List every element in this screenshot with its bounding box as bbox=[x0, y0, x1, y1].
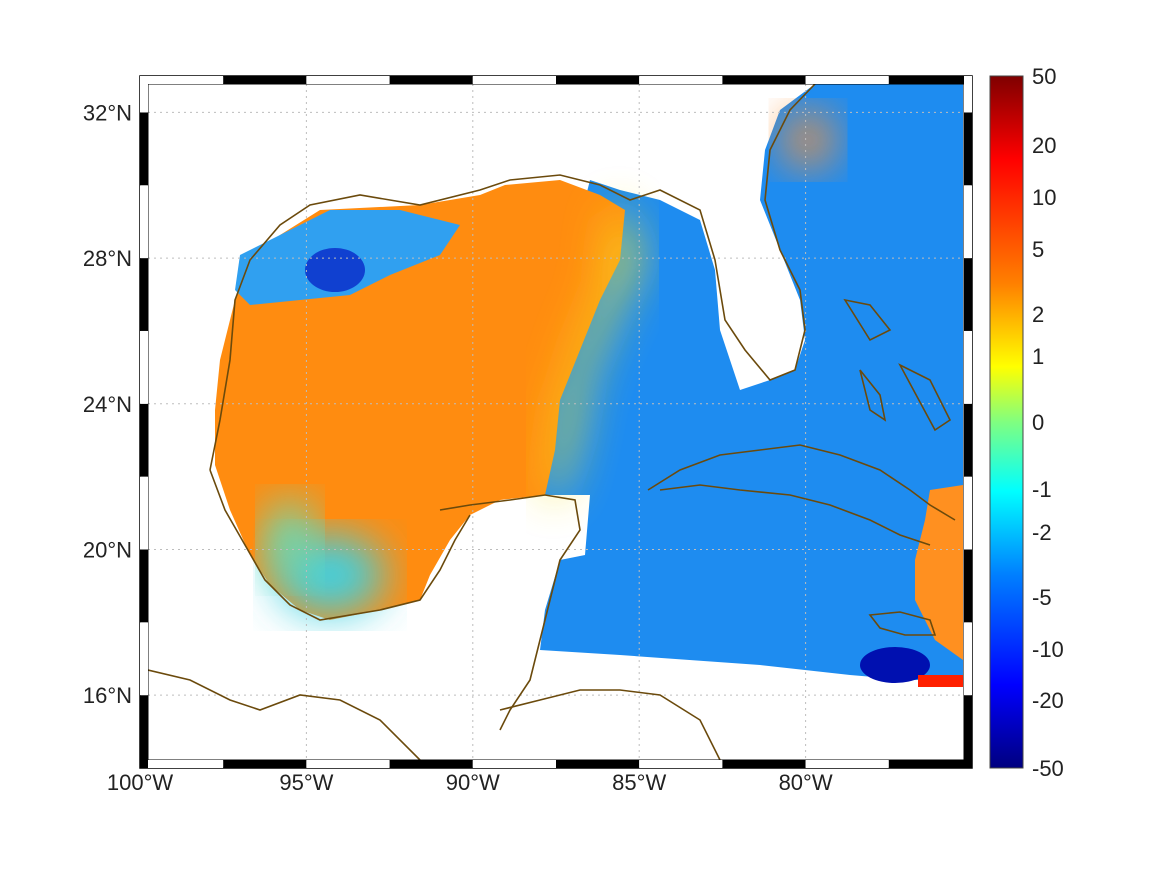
frame-segment bbox=[964, 476, 972, 550]
cuba-north-coast bbox=[647, 444, 956, 521]
frame-segment bbox=[805, 76, 889, 84]
caribbean-water bbox=[540, 84, 963, 680]
frame-segment bbox=[140, 549, 148, 623]
frame-segment bbox=[964, 112, 972, 186]
colorbar-tick-label: 5 bbox=[1032, 237, 1044, 262]
frame-segment bbox=[556, 760, 640, 768]
y-tick-label: 20°N bbox=[83, 537, 132, 562]
x-tick-label: 95°W bbox=[279, 770, 333, 795]
frame-segment bbox=[140, 622, 148, 696]
frame-segment bbox=[805, 760, 889, 768]
frame-segment bbox=[964, 185, 972, 259]
x-tick-label: 80°W bbox=[779, 770, 833, 795]
gridlines bbox=[148, 84, 964, 760]
y-tick-label: 24°N bbox=[83, 392, 132, 417]
colorbar-tick-label: 10 bbox=[1032, 185, 1056, 210]
frame-segment bbox=[140, 112, 148, 186]
colorbar-gradient bbox=[989, 75, 1024, 769]
front-band bbox=[545, 200, 640, 500]
frame-segment bbox=[140, 76, 148, 113]
cuba-south-coast bbox=[659, 484, 931, 546]
east-warm-patch bbox=[915, 485, 963, 660]
frame-segment bbox=[140, 330, 148, 404]
frame-segment bbox=[140, 185, 148, 259]
atlantic-warm-eddy bbox=[780, 110, 836, 170]
colorbar-tick-label: -5 bbox=[1032, 585, 1052, 610]
frame-segment bbox=[140, 476, 148, 550]
colorbar-tick-label: 20 bbox=[1032, 133, 1056, 158]
central-america-coast bbox=[148, 669, 421, 760]
frame-segment bbox=[140, 695, 148, 768]
frame-segment bbox=[306, 76, 390, 84]
x-tick-label: 100°W bbox=[107, 770, 174, 795]
frame-segment bbox=[472, 76, 556, 84]
frame-segment bbox=[223, 76, 307, 84]
coastlines bbox=[148, 84, 956, 760]
bahamas-coast bbox=[843, 298, 952, 432]
frame-segment bbox=[964, 258, 972, 331]
frame-segment bbox=[223, 760, 307, 768]
yucatan-coast bbox=[439, 494, 581, 731]
y-tick-labels: 32°N 28°N 24°N 20°N 16°N bbox=[83, 100, 132, 708]
frame-segment bbox=[888, 760, 972, 768]
frame-segment bbox=[964, 622, 972, 696]
colorbar-tick-label: -10 bbox=[1032, 637, 1064, 662]
y-tick-label: 32°N bbox=[83, 100, 132, 125]
frame-segment bbox=[722, 76, 806, 84]
nw-cold-eddy bbox=[305, 248, 365, 292]
jamaica-coast bbox=[868, 611, 937, 636]
colorbar-tick-label: -20 bbox=[1032, 688, 1064, 713]
frame-segment bbox=[639, 76, 723, 84]
frame-segment bbox=[140, 258, 148, 331]
frame-segment bbox=[140, 76, 224, 84]
data-field bbox=[215, 84, 963, 687]
honduras-coast bbox=[499, 689, 721, 760]
frame-segment bbox=[964, 403, 972, 477]
frame-segment bbox=[389, 760, 473, 768]
frame-segment bbox=[888, 76, 972, 84]
frame-segment bbox=[964, 549, 972, 623]
y-tick-label: 28°N bbox=[83, 246, 132, 271]
frame-segment bbox=[306, 760, 390, 768]
gulf-coast bbox=[209, 84, 816, 471]
map-frame bbox=[139, 75, 973, 769]
colorbar-tick-label: 0 bbox=[1032, 410, 1044, 435]
frame-segment bbox=[722, 760, 806, 768]
frame-segment bbox=[556, 76, 640, 84]
x-tick-label: 90°W bbox=[446, 770, 500, 795]
frame-segment bbox=[140, 760, 224, 768]
frame-segment bbox=[964, 330, 972, 404]
colorbar-tick-label: -1 bbox=[1032, 477, 1052, 502]
x-tick-labels: 100°W 95°W 90°W 85°W 80°W bbox=[107, 770, 833, 795]
colorbar-tick-label: 1 bbox=[1032, 344, 1044, 369]
dark-cold-eddy bbox=[860, 647, 930, 683]
mexico-coast bbox=[209, 469, 471, 621]
frame-segment bbox=[140, 403, 148, 477]
colorbar-tick-label: -50 bbox=[1032, 756, 1064, 781]
colorbar-tick-label: 50 bbox=[1032, 64, 1056, 89]
colorbar-tick-label: 2 bbox=[1032, 302, 1044, 327]
frame-segment bbox=[964, 76, 972, 113]
frame-segment bbox=[964, 695, 972, 768]
frame-segment bbox=[639, 760, 723, 768]
frame-segment bbox=[472, 760, 556, 768]
y-tick-label: 16°N bbox=[83, 683, 132, 708]
x-tick-label: 85°W bbox=[612, 770, 666, 795]
frame-segment bbox=[389, 76, 473, 84]
colorbar-tick-label: -2 bbox=[1032, 520, 1052, 545]
